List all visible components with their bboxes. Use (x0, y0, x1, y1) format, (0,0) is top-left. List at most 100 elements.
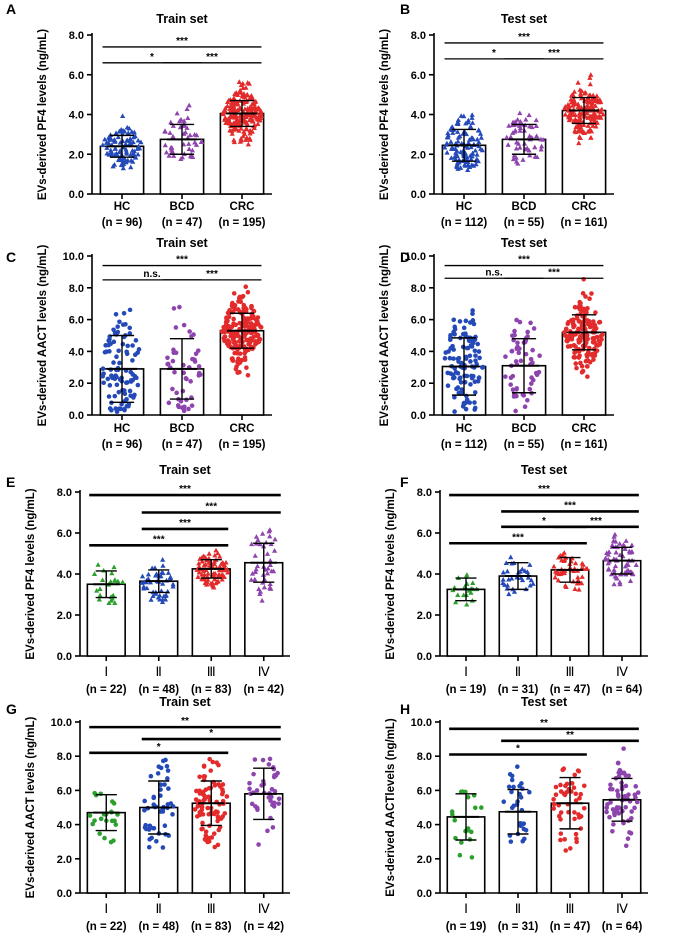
data-point (150, 593, 156, 599)
data-point (516, 350, 522, 356)
data-point (229, 356, 235, 362)
data-point (515, 340, 520, 346)
data-point (506, 784, 512, 790)
data-point (464, 601, 470, 607)
data-point (562, 105, 568, 111)
data-point (128, 164, 134, 170)
data-point (579, 560, 585, 566)
data-point (508, 554, 514, 560)
data-point (518, 820, 523, 826)
data-point (573, 129, 579, 135)
data-point (100, 366, 106, 371)
data-point (455, 138, 461, 144)
y-tick-label: 2.0 (417, 610, 432, 622)
data-point (504, 134, 510, 140)
data-point (238, 299, 244, 305)
data-point (113, 311, 119, 317)
data-point (206, 551, 212, 556)
data-point (627, 578, 634, 583)
x-count-label: (n = 47) (162, 217, 203, 229)
data-point (160, 581, 166, 586)
data-point (593, 310, 598, 315)
data-point (135, 382, 141, 388)
x-category-label: Ⅱ (515, 901, 521, 916)
data-point (626, 792, 631, 797)
data-point (467, 153, 473, 158)
y-tick-label: 10.0 (405, 251, 426, 263)
data-point (113, 406, 119, 411)
data-point (610, 786, 615, 792)
data-point (116, 406, 122, 412)
significance-label: *** (176, 255, 188, 266)
data-point (607, 814, 612, 820)
data-point (225, 569, 231, 575)
y-tick-label: 8.0 (411, 30, 426, 42)
data-point (578, 338, 583, 343)
y-tick-label: 0.0 (417, 651, 432, 663)
data-point (265, 828, 270, 834)
data-point (245, 289, 251, 295)
data-point (97, 586, 103, 591)
data-point (244, 135, 250, 141)
x-category-label: Ⅳ (616, 901, 628, 916)
data-point (201, 553, 207, 559)
data-point (102, 136, 108, 142)
data-point (515, 161, 521, 166)
data-point (253, 534, 260, 539)
data-point (98, 816, 104, 822)
data-point (528, 320, 533, 326)
data-point (252, 553, 258, 558)
scatter-points (192, 756, 230, 850)
data-point (268, 585, 274, 591)
x-category-label: Ⅰ (104, 901, 108, 916)
data-point (476, 375, 482, 381)
data-point (451, 317, 457, 323)
data-point (587, 75, 593, 80)
data-point (200, 826, 205, 832)
significance-label: *** (179, 484, 191, 495)
data-point (236, 128, 242, 133)
data-point (141, 579, 147, 585)
panel-letter: H (400, 701, 410, 717)
data-point (120, 165, 126, 171)
data-point (468, 135, 475, 140)
data-point (621, 820, 626, 826)
data-point (269, 568, 275, 574)
significance-label: * (150, 52, 154, 63)
data-point (241, 129, 247, 134)
data-point (577, 112, 584, 117)
data-point (504, 582, 511, 588)
data-point (221, 574, 227, 579)
data-point (212, 782, 218, 787)
chart-title: Train set (159, 463, 211, 477)
data-point (228, 104, 234, 110)
data-point (606, 566, 612, 572)
data-point (458, 380, 464, 385)
data-point (206, 839, 212, 844)
panel-letter: D (400, 249, 410, 265)
data-point (187, 132, 193, 138)
data-point (147, 823, 153, 829)
data-point (205, 805, 210, 811)
data-point (573, 361, 579, 366)
significance-label: ** (566, 730, 574, 741)
data-point (135, 151, 141, 157)
data-point (592, 335, 597, 341)
data-point (613, 538, 619, 544)
data-point (577, 115, 583, 121)
data-point (255, 537, 261, 542)
data-point (580, 291, 586, 296)
data-point (585, 374, 590, 379)
data-point (472, 805, 478, 811)
data-point (575, 104, 581, 109)
data-point (101, 380, 106, 386)
data-point (596, 320, 602, 325)
data-point (608, 782, 613, 788)
data-point (209, 580, 216, 585)
data-point (457, 375, 463, 381)
data-point (509, 789, 514, 795)
data-point (578, 580, 585, 586)
data-point (569, 780, 575, 786)
scatter-points (247, 756, 282, 847)
data-point (587, 359, 593, 365)
